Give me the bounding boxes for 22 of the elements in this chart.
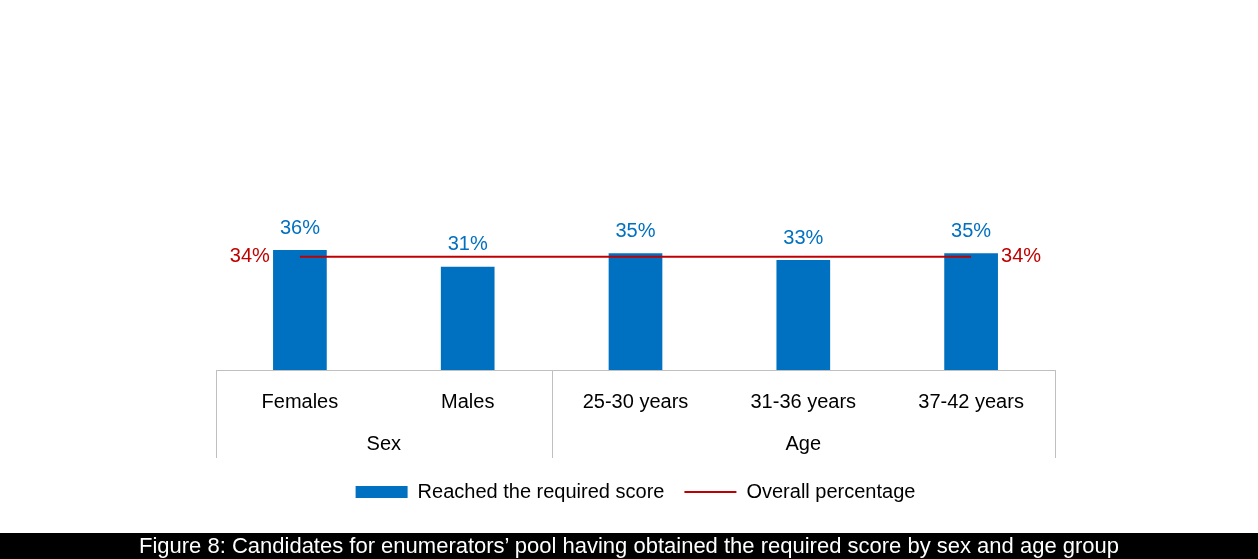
- x-tick-label: 37-42 years: [918, 389, 1024, 412]
- bar: [608, 253, 663, 370]
- x-tick-label: 25-30 years: [582, 389, 689, 412]
- data-label: 34%: [1001, 244, 1042, 267]
- data-label: 33%: [783, 225, 824, 248]
- x-tick-label: 31-36 years: [750, 389, 857, 412]
- data-label: 35%: [951, 218, 992, 241]
- bar: [776, 260, 831, 370]
- legend-label: Reached the required score: [417, 479, 665, 502]
- data-label: 36%: [279, 215, 321, 238]
- bar: [273, 250, 327, 370]
- bar: [440, 266, 495, 370]
- data-label: 31%: [447, 232, 488, 255]
- bar: [944, 253, 998, 370]
- x-tick-label: Females: [261, 389, 339, 412]
- text: Sex: [366, 431, 402, 454]
- x-tick-label: Males: [441, 389, 495, 412]
- legend-label: Overall percentage: [746, 479, 916, 502]
- text: Figure 8: Candidates for enumerators’ pool having obtained the required score by sex and age group: [0, 533, 1258, 559]
- text: Age: [785, 431, 822, 454]
- data-label: 34%: [229, 244, 271, 267]
- data-label: 35%: [615, 218, 656, 241]
